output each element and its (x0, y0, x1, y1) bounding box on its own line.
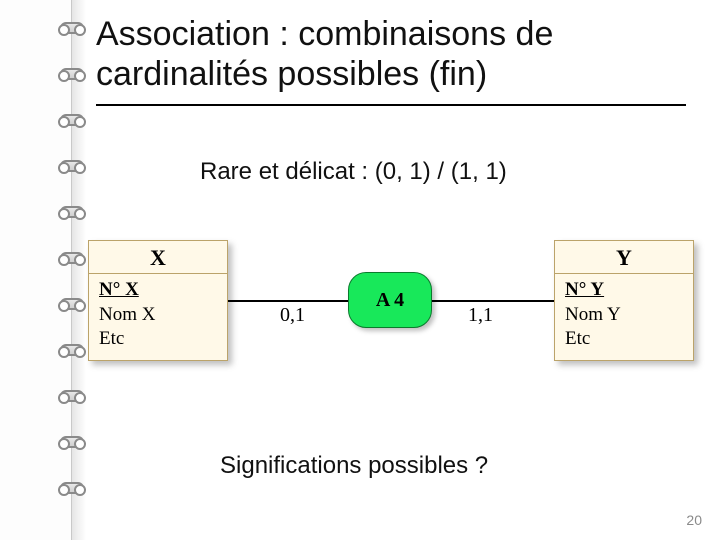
cardinality-left: 0,1 (280, 304, 305, 327)
edge-right (432, 300, 554, 302)
spiral-ring (60, 390, 84, 402)
er-diagram: X N° X Nom X Etc Y N° Y Nom Y Etc A 4 0,… (88, 240, 696, 400)
spiral-ring (60, 22, 84, 34)
subtitle: Rare et délicat : (0, 1) / (1, 1) (200, 158, 507, 186)
spiral-ring (60, 298, 84, 310)
entity-y-key: N° Y (565, 278, 683, 303)
spiral-ring (60, 436, 84, 448)
entity-x-key: N° X (99, 278, 217, 303)
page-number: 20 (686, 512, 702, 528)
spiral-ring (60, 252, 84, 264)
entity-x-attr: Etc (99, 327, 217, 352)
entity-y-body: N° Y Nom Y Etc (555, 274, 693, 360)
association-label: A 4 (376, 289, 404, 312)
entity-x-body: N° X Nom X Etc (89, 274, 227, 360)
cardinality-right: 1,1 (468, 304, 493, 327)
entity-x-attr: Nom X (99, 303, 217, 328)
entity-y-name: Y (555, 241, 693, 274)
association-a4: A 4 (348, 272, 432, 328)
spiral-ring (60, 206, 84, 218)
spiral-ring (60, 114, 84, 126)
title-block: Association : combinaisons de cardinalit… (96, 14, 686, 106)
page-title: Association : combinaisons de cardinalit… (96, 14, 686, 94)
entity-y-attr: Nom Y (565, 303, 683, 328)
spiral-ring (60, 160, 84, 172)
entity-y: Y N° Y Nom Y Etc (554, 240, 694, 361)
spiral-ring (60, 68, 84, 80)
entity-y-attr: Etc (565, 327, 683, 352)
question-text: Significations possibles ? (220, 452, 488, 480)
entity-x: X N° X Nom X Etc (88, 240, 228, 361)
spiral-ring (60, 482, 84, 494)
entity-x-name: X (89, 241, 227, 274)
spiral-ring (60, 344, 84, 356)
edge-left (228, 300, 348, 302)
